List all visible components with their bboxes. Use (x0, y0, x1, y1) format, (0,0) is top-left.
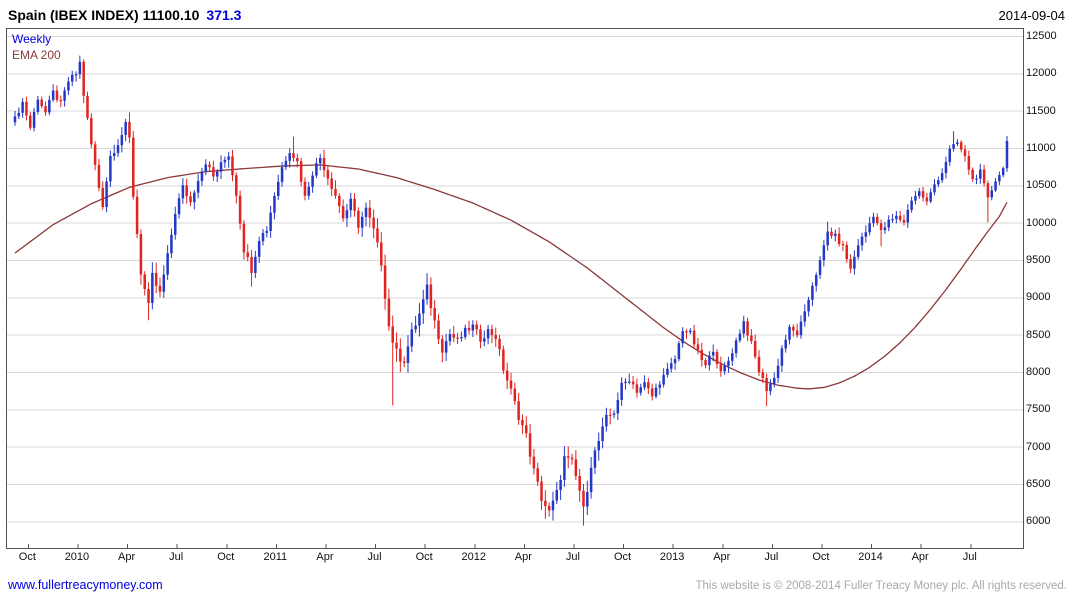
price-chart (7, 35, 1023, 548)
x-axis-label: Jul (764, 551, 779, 563)
x-axis-label: Jul (565, 551, 580, 563)
y-axis-label: 12500 (1026, 29, 1057, 42)
x-axis-label: Apr (117, 551, 136, 563)
copyright-text: This website is © 2008-2014 Fuller Treac… (695, 580, 1067, 592)
x-axis-label: Oct (812, 551, 830, 563)
x-axis-label: Jul (367, 551, 382, 563)
x-axis-label: 2012 (461, 551, 486, 563)
y-axis-label: 12000 (1026, 67, 1057, 80)
x-axis-label: 2011 (263, 551, 288, 563)
x-axis-label: Apr (911, 551, 929, 563)
x-axis-label: Apr (713, 551, 731, 563)
x-axis-label: 2010 (64, 551, 90, 563)
x-axis-label: Oct (18, 551, 36, 563)
x-axis-label: Oct (415, 551, 433, 563)
instrument-and-price: Spain (IBEX INDEX) 11100.10 (8, 7, 200, 23)
x-axis-label: Apr (316, 551, 334, 563)
y-axis-label: 7500 (1026, 403, 1051, 416)
y-axis-label: 10500 (1026, 179, 1057, 192)
price-change: 371.3 (206, 7, 242, 23)
x-axis-label: 2013 (659, 551, 685, 563)
plot-area: Weekly EMA 200 (6, 28, 1024, 549)
y-axis-label: 7000 (1026, 440, 1051, 453)
x-axis-label: Oct (217, 551, 235, 563)
y-axis-label: 11500 (1026, 104, 1056, 117)
y-axis-label: 9500 (1026, 254, 1051, 266)
x-axis: Oct 2010 Apr Jul Oct 2011 Apr Jul Oct 2012 Apr Jul O… (6, 550, 1024, 566)
chart-date: 2014-09-04 (998, 8, 1066, 23)
x-axis-label: 2014 (858, 551, 883, 563)
timeframe-label: Weekly (12, 32, 52, 46)
y-axis-label: 8500 (1026, 328, 1051, 341)
x-axis-label: Apr (514, 551, 532, 563)
ema-legend-label: EMA 200 (12, 48, 61, 62)
website-link[interactable]: www.fullertreacymoney.com (8, 578, 163, 592)
y-axis-label: 6500 (1026, 478, 1051, 491)
x-axis-label: Jul (169, 551, 184, 563)
y-axis-label: 6000 (1026, 515, 1051, 528)
y-axis-label: 11000 (1026, 141, 1056, 154)
x-axis-label: Jul (962, 551, 977, 563)
page-title: Spain (IBEX INDEX) 11100.10 371.3 (8, 7, 241, 23)
y-axis: 6000 6500 7000 7500 8000 8500 9000 9500 10000 105… (1026, 29, 1074, 548)
y-axis-label: 10000 (1026, 216, 1057, 229)
y-axis-label: 8000 (1026, 366, 1051, 378)
y-axis-label: 9000 (1026, 291, 1051, 304)
x-axis-label: Oct (613, 551, 632, 563)
